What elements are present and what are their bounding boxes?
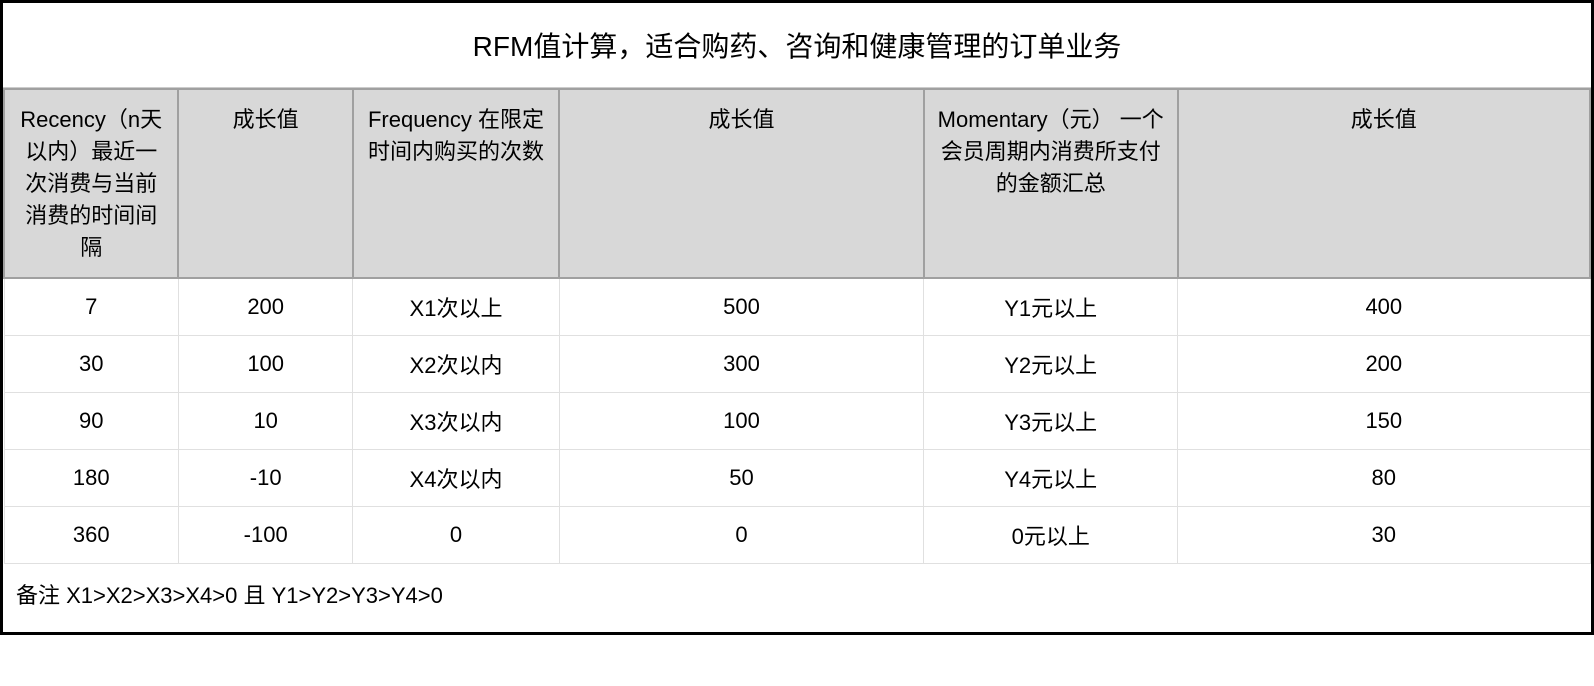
cell: Y4元以上 (924, 450, 1178, 507)
cell: 0元以上 (924, 507, 1178, 564)
col-header-growth-r: 成长值 (178, 89, 352, 278)
cell: X1次以上 (353, 278, 559, 336)
cell: 50 (559, 450, 924, 507)
col-header-growth-m: 成长值 (1178, 89, 1590, 278)
table-header-row: Recency（n天以内）最近一次消费与当前消费的时间间隔 成长值 Freque… (4, 89, 1590, 278)
cell: 0 (353, 507, 559, 564)
cell: 90 (4, 393, 178, 450)
cell: 400 (1178, 278, 1590, 336)
cell: 200 (1178, 336, 1590, 393)
cell: X4次以内 (353, 450, 559, 507)
cell: 100 (178, 336, 352, 393)
cell: 7 (4, 278, 178, 336)
cell: Y1元以上 (924, 278, 1178, 336)
cell: X2次以内 (353, 336, 559, 393)
cell: 0 (559, 507, 924, 564)
cell: 30 (4, 336, 178, 393)
col-header-growth-f: 成长值 (559, 89, 924, 278)
table-row: 90 10 X3次以内 100 Y3元以上 150 (4, 393, 1590, 450)
cell: 180 (4, 450, 178, 507)
col-header-frequency: Frequency 在限定时间内购买的次数 (353, 89, 559, 278)
cell: 30 (1178, 507, 1590, 564)
cell: 200 (178, 278, 352, 336)
cell: 500 (559, 278, 924, 336)
table-footnote-row: 备注 X1>X2>X3>X4>0 且 Y1>Y2>Y3>Y4>0 (4, 564, 1590, 633)
cell: 360 (4, 507, 178, 564)
cell: -10 (178, 450, 352, 507)
cell: 10 (178, 393, 352, 450)
rfm-table-container: RFM值计算，适合购药、咨询和健康管理的订单业务 Recency（n天以内）最近… (0, 0, 1594, 635)
col-header-momentary: Momentary（元） 一个会员周期内消费所支付的金额汇总 (924, 89, 1178, 278)
table-row: 360 -100 0 0 0元以上 30 (4, 507, 1590, 564)
cell: 150 (1178, 393, 1590, 450)
col-header-recency: Recency（n天以内）最近一次消费与当前消费的时间间隔 (4, 89, 178, 278)
cell: -100 (178, 507, 352, 564)
cell: Y2元以上 (924, 336, 1178, 393)
cell: X3次以内 (353, 393, 559, 450)
table-title: RFM值计算，适合购药、咨询和健康管理的订单业务 (3, 3, 1591, 88)
table-row: 7 200 X1次以上 500 Y1元以上 400 (4, 278, 1590, 336)
rfm-table: Recency（n天以内）最近一次消费与当前消费的时间间隔 成长值 Freque… (3, 88, 1591, 632)
table-row: 30 100 X2次以内 300 Y2元以上 200 (4, 336, 1590, 393)
table-row: 180 -10 X4次以内 50 Y4元以上 80 (4, 450, 1590, 507)
cell: Y3元以上 (924, 393, 1178, 450)
cell: 300 (559, 336, 924, 393)
cell: 100 (559, 393, 924, 450)
cell: 80 (1178, 450, 1590, 507)
table-footnote: 备注 X1>X2>X3>X4>0 且 Y1>Y2>Y3>Y4>0 (4, 564, 1590, 633)
